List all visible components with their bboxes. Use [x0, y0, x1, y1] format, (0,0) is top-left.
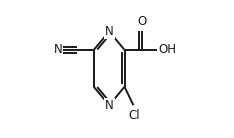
Text: OH: OH [158, 43, 176, 56]
Text: N: N [54, 43, 62, 56]
Text: Cl: Cl [129, 109, 140, 122]
Text: N: N [105, 99, 113, 112]
Text: O: O [137, 15, 146, 28]
Text: N: N [105, 25, 113, 38]
